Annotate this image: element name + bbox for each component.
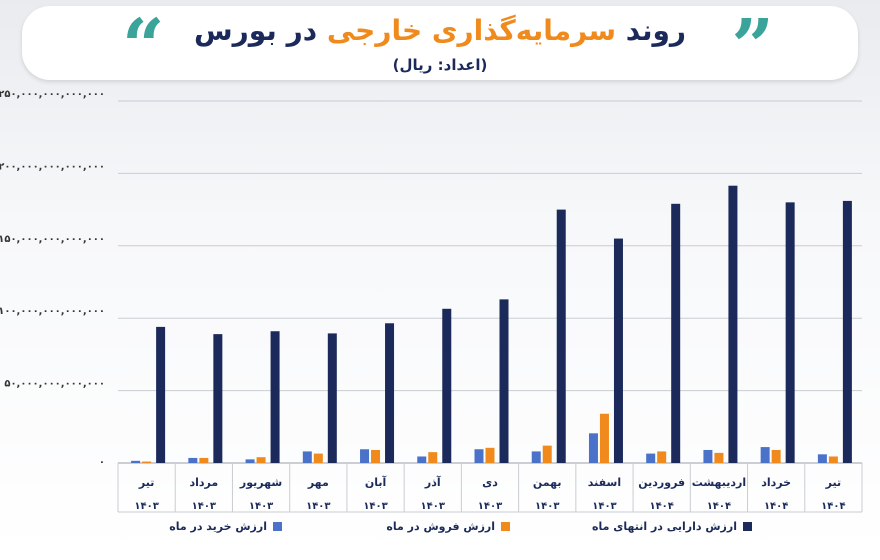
- bar-0-11: [760, 447, 770, 463]
- bar-2-10: [728, 185, 738, 463]
- bar-0-2: [245, 459, 255, 463]
- legend-item-sell: ارزش فروش در ماه: [386, 520, 510, 533]
- open-quote-icon: “: [122, 4, 165, 90]
- bar-0-7: [531, 451, 541, 463]
- bar-1-11: [771, 449, 781, 463]
- x-tick-year-7: ۱۴۰۳: [535, 501, 559, 512]
- x-tick-month-1: مرداد: [189, 476, 218, 489]
- x-tick-month-0: تیر: [138, 476, 154, 489]
- x-tick-year-6: ۱۴۰۳: [478, 501, 502, 512]
- page-title: روند سرمایه‌گذاری خارجی در بورس: [22, 14, 858, 47]
- bar-2-7: [556, 209, 566, 463]
- bar-1-0: [142, 461, 152, 463]
- y-tick-label-5: ۲۵۰,۰۰۰,۰۰۰,۰۰۰,۰۰۰: [0, 89, 105, 100]
- bar-2-11: [785, 202, 795, 464]
- y-tick-label-2: ۱۰۰,۰۰۰,۰۰۰,۰۰۰,۰۰۰: [0, 306, 105, 317]
- x-tick-year-10: ۱۴۰۴: [707, 501, 731, 512]
- bar-1-10: [714, 452, 724, 463]
- bar-0-5: [417, 456, 427, 463]
- title-part-3: در بورس: [194, 14, 318, 47]
- bar-1-9: [657, 451, 667, 463]
- bar-1-2: [256, 457, 266, 463]
- x-tick-month-8: اسفند: [588, 476, 621, 489]
- close-quote-icon: ”: [731, 4, 774, 90]
- x-tick-month-5: آذر: [424, 475, 441, 489]
- x-tick-month-12: تیر: [825, 476, 841, 489]
- x-tick-year-1: ۱۴۰۳: [192, 501, 216, 512]
- title-part-2: سرمایه‌گذاری خارجی: [326, 14, 617, 47]
- x-tick-year-11: ۱۴۰۴: [764, 501, 788, 512]
- header-card: “ روند سرمایه‌گذاری خارجی در بورس (اعداد…: [22, 6, 858, 84]
- bar-1-7: [542, 445, 552, 463]
- bar-0-6: [474, 449, 484, 463]
- bar-0-0: [131, 460, 141, 463]
- x-tick-month-6: دی: [482, 476, 498, 489]
- bar-1-12: [828, 456, 838, 463]
- x-tick-year-8: ۱۴۰۳: [592, 501, 616, 512]
- legend-item-asset: ارزش دارایی در انتهای ماه: [592, 520, 752, 533]
- title-part-1: روند: [625, 14, 686, 47]
- y-tick-label-3: ۱۵۰,۰۰۰,۰۰۰,۰۰۰,۰۰۰: [0, 234, 105, 245]
- bar-1-1: [199, 457, 209, 463]
- bar-1-4: [371, 449, 381, 463]
- x-tick-month-3: مهر: [307, 476, 329, 489]
- bar-2-3: [327, 333, 337, 463]
- bar-2-6: [499, 299, 509, 463]
- y-tick-label-1: ۵۰,۰۰۰,۰۰۰,۰۰۰,۰۰۰: [4, 379, 105, 390]
- x-tick-month-4: آبان: [365, 475, 387, 489]
- bar-0-12: [817, 454, 827, 463]
- bar-1-6: [485, 447, 495, 463]
- bar-2-12: [842, 200, 852, 464]
- x-tick-year-0: ۱۴۰۳: [134, 501, 158, 512]
- x-tick-month-9: فروردین: [638, 476, 685, 489]
- legend-item-buy: ارزش خرید در ماه: [169, 520, 282, 533]
- x-tick-month-7: بهمن: [533, 476, 562, 489]
- bar-2-2: [270, 331, 280, 463]
- x-tick-year-5: ۱۴۰۳: [421, 501, 445, 512]
- x-tick-month-11: خرداد: [761, 476, 791, 489]
- bar-1-3: [313, 453, 323, 463]
- bar-0-10: [703, 449, 713, 463]
- y-tick-label-0: ۰: [99, 457, 105, 468]
- bar-0-1: [188, 457, 198, 463]
- bar-2-5: [442, 308, 452, 463]
- legend-label-buy: ارزش خرید در ماه: [169, 520, 267, 533]
- x-tick-month-10: اردیبهشت: [692, 476, 746, 489]
- legend-label-asset: ارزش دارایی در انتهای ماه: [592, 520, 737, 533]
- legend-swatch-asset: [743, 522, 752, 531]
- bar-0-8: [588, 433, 598, 463]
- y-tick-label-4: ۲۰۰,۰۰۰,۰۰۰,۰۰۰,۰۰۰: [0, 161, 105, 172]
- subtitle-units: (اعداد: ریال): [392, 56, 488, 74]
- x-tick-month-2: شهریور: [239, 476, 282, 489]
- bar-0-9: [646, 453, 656, 463]
- x-tick-year-2: ۱۴۰۳: [249, 501, 273, 512]
- bar-2-1: [213, 334, 223, 463]
- bar-1-5: [428, 452, 438, 463]
- x-tick-year-12: ۱۴۰۴: [821, 501, 845, 512]
- bar-2-4: [385, 323, 395, 463]
- bar-2-9: [671, 203, 681, 464]
- x-tick-year-3: ۱۴۰۳: [306, 501, 330, 512]
- bar-2-0: [156, 326, 166, 463]
- legend-swatch-buy: [273, 522, 282, 531]
- bar-2-8: [613, 238, 623, 463]
- legend-swatch-sell: [501, 522, 510, 531]
- x-tick-year-9: ۱۴۰۴: [649, 501, 673, 512]
- bar-0-4: [360, 449, 370, 463]
- bar-1-8: [599, 413, 609, 463]
- bar-0-3: [302, 451, 312, 463]
- x-tick-year-4: ۱۴۰۳: [363, 501, 387, 512]
- legend-label-sell: ارزش فروش در ماه: [386, 520, 495, 533]
